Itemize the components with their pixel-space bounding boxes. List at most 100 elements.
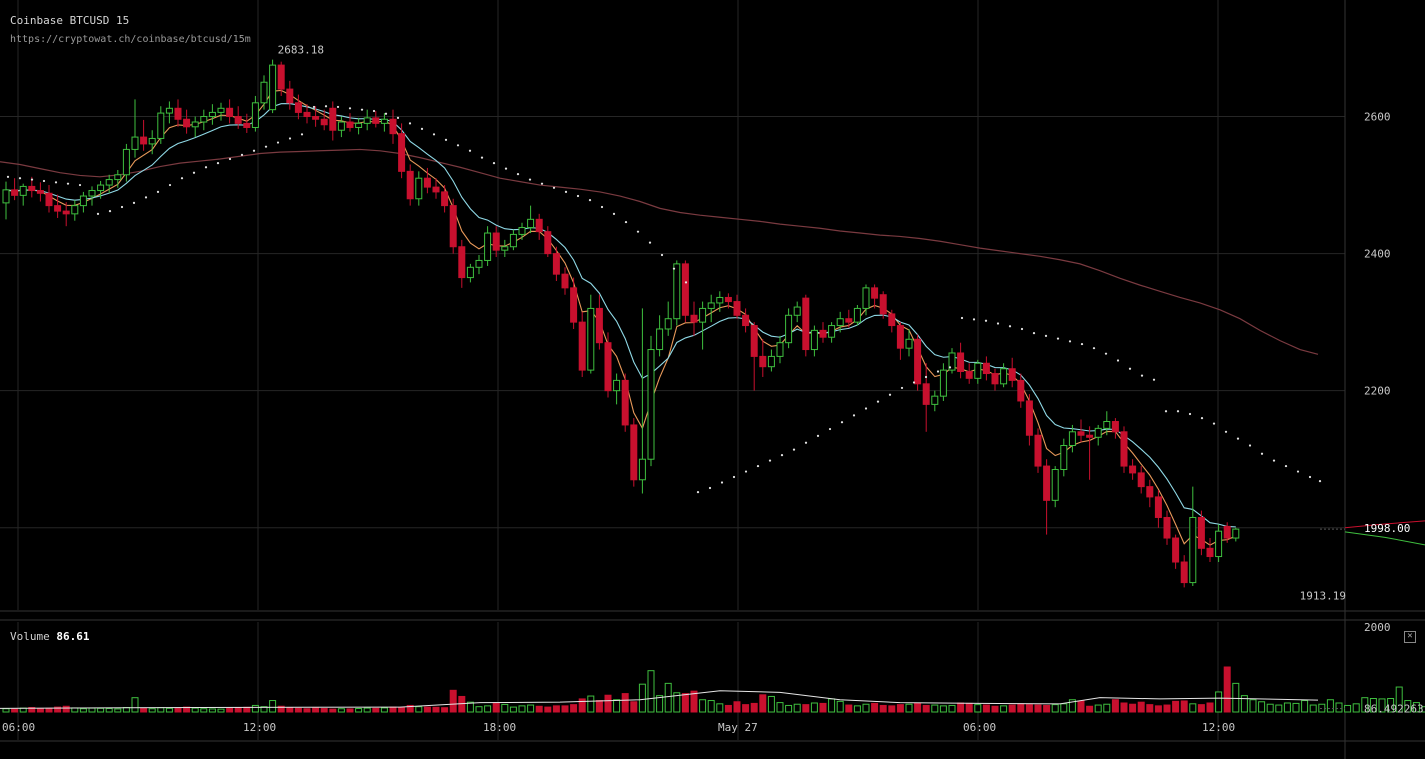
candle-body bbox=[329, 107, 337, 131]
candle-body bbox=[595, 307, 603, 344]
candle-body bbox=[630, 424, 638, 481]
volume-bar bbox=[699, 699, 707, 713]
volume-bar bbox=[1215, 691, 1223, 713]
volume-bar bbox=[957, 702, 965, 713]
volume-bar bbox=[544, 706, 552, 713]
volume-bar bbox=[71, 707, 79, 713]
sar-dot bbox=[252, 149, 256, 152]
sar-dot bbox=[408, 122, 412, 125]
candle-body bbox=[286, 88, 294, 104]
candle-body bbox=[1043, 465, 1051, 501]
sar-dot bbox=[516, 172, 520, 176]
volume-bar bbox=[1249, 699, 1257, 713]
candle-body bbox=[681, 263, 689, 316]
candle-body bbox=[570, 287, 578, 323]
candle-body bbox=[1111, 421, 1119, 433]
volume-bar bbox=[1025, 704, 1033, 713]
volume-bar bbox=[11, 708, 19, 713]
volume-bar bbox=[750, 702, 758, 713]
sar-dot bbox=[456, 144, 460, 147]
candle-body bbox=[1180, 561, 1188, 584]
candle-body bbox=[466, 266, 474, 279]
volume-bar bbox=[991, 705, 999, 713]
volume-bar bbox=[888, 705, 896, 713]
volume-bar bbox=[243, 706, 251, 713]
candle-body bbox=[2, 189, 10, 204]
candle-body bbox=[1120, 431, 1128, 467]
candle-body bbox=[1068, 431, 1076, 447]
candle-body bbox=[1017, 379, 1025, 402]
sar-dot bbox=[444, 138, 448, 141]
sar-dot bbox=[924, 375, 928, 379]
sar-dot bbox=[1140, 374, 1144, 377]
candle-body bbox=[97, 184, 105, 192]
candle-body bbox=[191, 121, 199, 128]
sar-dot bbox=[348, 107, 352, 110]
sar-dot bbox=[216, 162, 220, 165]
candle-body bbox=[140, 136, 148, 145]
volume-bar bbox=[191, 707, 199, 713]
parabolic-sar bbox=[6, 105, 1322, 494]
candle-body bbox=[71, 205, 79, 215]
volume-bar bbox=[785, 704, 793, 713]
candle-body bbox=[1086, 434, 1094, 438]
volume-bar bbox=[114, 708, 122, 713]
volume-bar bbox=[1163, 704, 1171, 713]
sar-dot bbox=[1248, 444, 1252, 447]
candle-body bbox=[957, 352, 965, 372]
sar-dot bbox=[192, 171, 196, 174]
volume-bar bbox=[79, 708, 87, 713]
volume-bar bbox=[165, 707, 173, 713]
candle-body bbox=[810, 329, 818, 351]
candle-body bbox=[1103, 421, 1111, 429]
volume-bar bbox=[1266, 703, 1274, 713]
candle-body bbox=[733, 301, 741, 316]
sar-dot bbox=[768, 459, 772, 462]
sar-dot bbox=[936, 370, 940, 373]
volume-bar bbox=[776, 702, 784, 713]
volume-bar bbox=[948, 704, 956, 713]
volume-bar bbox=[294, 707, 302, 713]
volume-bar bbox=[939, 705, 947, 713]
candle-body bbox=[217, 107, 225, 113]
candle-body bbox=[165, 107, 173, 114]
candle-body bbox=[234, 116, 242, 124]
candle-body bbox=[716, 296, 724, 304]
volume-bar bbox=[1060, 703, 1068, 713]
candle-body bbox=[475, 259, 483, 268]
sar-dot bbox=[804, 441, 808, 444]
candle-body bbox=[724, 296, 732, 303]
x-tick-label: May 27 bbox=[718, 721, 758, 734]
forward-line-green bbox=[1344, 531, 1425, 546]
sar-dot bbox=[30, 178, 34, 181]
x-tick-label: 12:00 bbox=[243, 721, 276, 734]
candle-body bbox=[613, 379, 621, 392]
volume-bar bbox=[208, 708, 216, 713]
volume-bar bbox=[1378, 698, 1386, 713]
close-panel-icon[interactable]: ✕ bbox=[1404, 631, 1416, 643]
candle-body bbox=[389, 118, 397, 135]
sar-dot bbox=[120, 205, 124, 209]
sar-dot bbox=[42, 179, 46, 183]
volume-bar bbox=[131, 697, 139, 713]
chart-url-link[interactable]: https://cryptowat.ch/coinbase/btcusd/15m bbox=[10, 34, 251, 45]
candle-body bbox=[11, 189, 19, 196]
sar-dot bbox=[78, 183, 82, 187]
sar-dot bbox=[564, 190, 568, 194]
candle-body bbox=[767, 355, 775, 368]
volume-bar bbox=[509, 706, 517, 713]
candle-body bbox=[380, 118, 388, 124]
sar-dot bbox=[972, 318, 976, 321]
candle-body bbox=[664, 318, 672, 330]
sar-dot bbox=[468, 149, 472, 152]
candle-body bbox=[1163, 516, 1171, 539]
volume-bar bbox=[36, 708, 44, 713]
volume-bar bbox=[277, 705, 285, 713]
volume-bar bbox=[1232, 682, 1240, 713]
volume-bar bbox=[1395, 686, 1403, 713]
volume-ma-line bbox=[0, 690, 1345, 709]
volume-bar bbox=[2, 708, 10, 713]
candle-body bbox=[157, 112, 165, 139]
volume-bar bbox=[1223, 666, 1231, 713]
